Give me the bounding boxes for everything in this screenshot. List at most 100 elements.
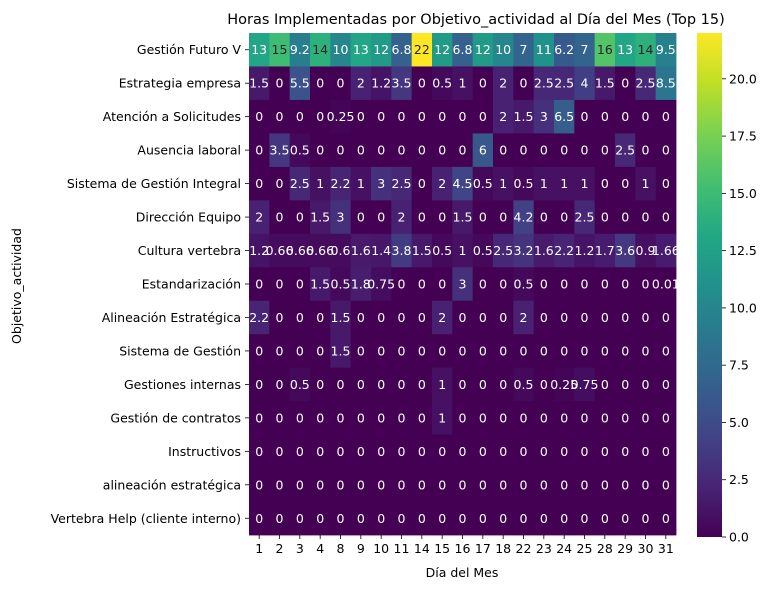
heatmap-cell (391, 133, 413, 168)
cell-annotation: 0 (316, 143, 324, 158)
heatmap-cell (513, 200, 535, 235)
cell-annotation: 0 (479, 109, 487, 124)
heatmap-cell (411, 300, 433, 335)
cell-annotation: 0.5 (290, 143, 310, 158)
heatmap-cell (615, 166, 636, 201)
cell-annotation: 0 (296, 444, 304, 459)
cell-annotation: 0 (560, 310, 568, 325)
cell-annotation: 0 (601, 143, 609, 158)
cell-annotation: 0 (438, 143, 446, 158)
cell-annotation: 0 (499, 444, 507, 459)
heatmap-cell (513, 468, 535, 502)
heatmap-cell (554, 33, 575, 67)
heatmap-cell (472, 401, 494, 435)
cell-annotation: 0 (418, 277, 426, 292)
heatmap-cell (554, 233, 575, 268)
y-tick-label: Gestión de contratos (110, 410, 241, 425)
cell-annotation: 0 (520, 76, 528, 91)
cell-annotation: 0 (662, 176, 670, 191)
cell-annotation: 1.5 (331, 310, 351, 325)
heatmap-cell (452, 133, 474, 168)
heatmap-cell (533, 233, 555, 268)
cell-annotation: 4.5 (453, 176, 473, 191)
heatmap-cell (493, 33, 514, 67)
heatmap-cell (493, 501, 514, 536)
heatmap-cell (533, 434, 555, 469)
cell-annotation: 0 (642, 410, 650, 425)
heatmap-cell (371, 200, 392, 235)
heatmap-cell (635, 334, 657, 369)
cell-annotation: 3 (540, 109, 548, 124)
heatmap-cell (554, 367, 575, 402)
cell-annotation: 1 (642, 176, 650, 191)
heatmap-cell (371, 401, 392, 435)
cell-annotation: 0 (621, 343, 629, 358)
cell-annotation: 15 (272, 42, 288, 57)
heatmap-cell (289, 434, 311, 469)
cell-annotation: 0 (499, 277, 507, 292)
heatmap-cell (594, 434, 616, 469)
cell-annotation: 0 (662, 511, 670, 526)
cell-annotation: 0 (601, 477, 609, 492)
cell-annotation: 12 (475, 42, 491, 57)
cell-annotation: 6.5 (554, 109, 574, 124)
cell-annotation: 1.5 (514, 109, 534, 124)
heatmap-cell (635, 200, 657, 235)
cell-annotation: 3 (337, 210, 345, 225)
heatmap-cell (452, 33, 474, 67)
cell-annotation: 0 (357, 444, 365, 459)
heatmap-cell (391, 99, 413, 134)
heatmap-cell (289, 468, 311, 502)
x-tick-label: 10 (373, 541, 389, 556)
heatmap-cell (391, 401, 413, 435)
cell-annotation: 9.2 (290, 42, 310, 57)
heatmap-cell (269, 166, 291, 201)
x-tick-label: 31 (658, 541, 674, 556)
colorbar-tick-label: 20.0 (729, 71, 757, 86)
cell-annotation: 0 (479, 444, 487, 459)
cell-annotation: 1.2 (371, 76, 391, 91)
cell-annotation: 0 (459, 477, 467, 492)
cell-annotation: 0 (479, 310, 487, 325)
heatmap-cell (452, 501, 474, 536)
heatmap-cell (391, 501, 413, 536)
heatmap-cell (249, 501, 270, 536)
heatmap-cell (452, 367, 474, 402)
cell-annotation: 0.01 (652, 277, 680, 292)
cell-annotation: 0 (479, 343, 487, 358)
heatmap-cell (330, 99, 352, 134)
heatmap-cell (371, 267, 392, 302)
heatmap-cell (655, 401, 677, 435)
heatmap-cell (554, 468, 575, 502)
cell-annotation: 0 (357, 343, 365, 358)
cell-annotation: 0 (581, 277, 589, 292)
cell-annotation: 0 (418, 109, 426, 124)
heatmap-cell (310, 267, 331, 302)
cell-annotation: 1.5 (310, 277, 330, 292)
heatmap-cell (269, 367, 291, 402)
heatmap-cell (452, 300, 474, 335)
cell-annotation: 1.5 (310, 210, 330, 225)
cell-annotation: 0 (581, 410, 589, 425)
colorbar-tick-label: 5.0 (729, 415, 749, 430)
cell-annotation: 0 (398, 377, 406, 392)
cell-annotation: 0 (540, 444, 548, 459)
heatmap-cell (472, 334, 494, 369)
cell-annotation: 0 (418, 410, 426, 425)
cell-annotation: 2.5 (615, 143, 635, 158)
heatmap-cell (330, 401, 352, 435)
cell-annotation: 0 (621, 210, 629, 225)
heatmap-cell (411, 66, 433, 101)
cell-annotation: 7 (581, 42, 589, 57)
heatmap-cell (472, 33, 494, 67)
heatmap-cell (574, 99, 596, 134)
heatmap-cell (533, 401, 555, 435)
cell-annotation: 0 (479, 511, 487, 526)
heatmap-cell (635, 300, 657, 335)
heatmap-cell (472, 267, 494, 302)
cell-annotation: 1.2 (249, 243, 269, 258)
heatmap-cell (655, 133, 677, 168)
cell-annotation: 0 (337, 377, 345, 392)
heatmap-cell (615, 66, 636, 101)
